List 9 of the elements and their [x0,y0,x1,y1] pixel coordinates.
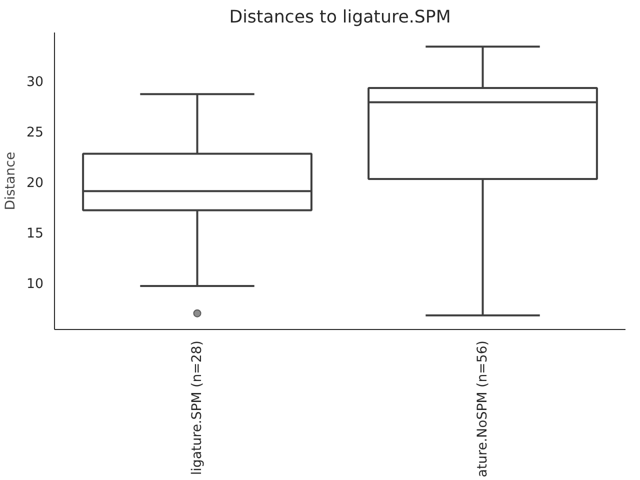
y-tick-label: 15 [26,226,44,242]
y-tick-label: 30 [26,74,44,90]
y-tick-label: 10 [26,277,44,292]
y-tick-label: 25 [26,126,44,140]
x-tick-label: ature.NoSPM (n=56) [475,340,490,478]
chart-title: Distances to ligature.SPM [229,8,451,28]
x-tick-label: ligature.SPM (n=28) [190,340,205,476]
y-axis-title: Distance [4,152,19,210]
y-tick-label: 20 [26,176,44,192]
